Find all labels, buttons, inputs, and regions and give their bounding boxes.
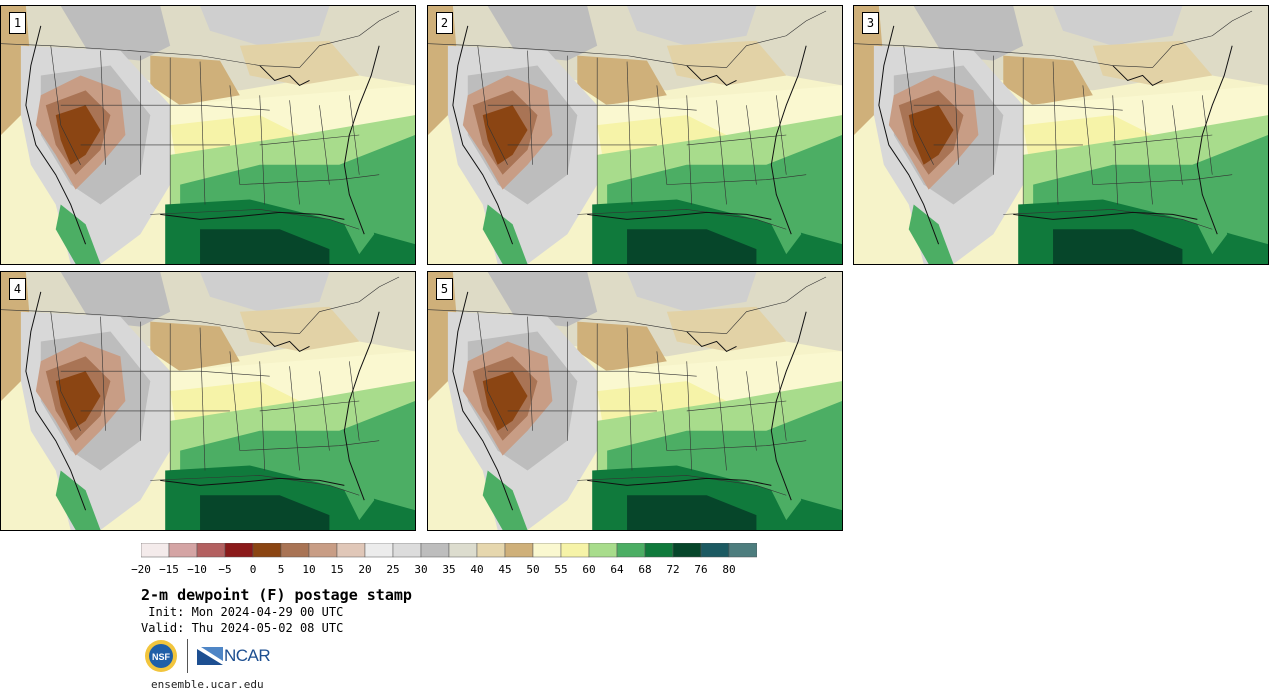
colorbar-swatch [196, 543, 226, 558]
colorbar-tick-label: 80 [722, 563, 736, 576]
colorbar-swatch [476, 543, 506, 558]
stamp-panel-2: 2 [427, 5, 843, 265]
colorbar-tick-label: 76 [694, 563, 708, 576]
colorbar-swatch [644, 543, 674, 558]
colorbar-tick-label: 0 [249, 563, 257, 576]
colorbar-swatch [672, 543, 702, 558]
ncar-logo: NCAR [197, 646, 271, 666]
colorbar-swatch [308, 543, 338, 558]
colorbar-swatch [364, 543, 394, 558]
panel-number-label: 3 [862, 12, 879, 34]
dewpoint-map [1, 6, 415, 264]
colorbar-tick-label: 68 [638, 563, 652, 576]
colorbar-swatch [588, 543, 618, 558]
logo-row: NSF NCAR [144, 638, 271, 674]
colorbar [141, 543, 757, 558]
nsf-logo-icon: NSF [145, 640, 177, 672]
panel-number-label: 5 [436, 278, 453, 300]
stamp-panel-1: 1 [0, 5, 416, 265]
colorbar-tick-label: −10 [187, 563, 207, 576]
colorbar-swatch [420, 543, 450, 558]
colorbar-swatch [168, 543, 198, 558]
colorbar-tick-label: −15 [159, 563, 179, 576]
colorbar-swatch [560, 543, 590, 558]
dewpoint-map [1, 272, 415, 530]
colorbar-tick-label: 72 [666, 563, 680, 576]
dewpoint-map [428, 6, 842, 264]
colorbar-swatch [280, 543, 310, 558]
colorbar-swatch [392, 543, 422, 558]
colorbar-tick-label: −5 [218, 563, 232, 576]
valid-time: Valid: Thu 2024-05-02 08 UTC [141, 621, 344, 635]
website-text: ensemble.ucar.edu [151, 678, 264, 691]
colorbar-tick-labels: −20 −15 −10 −5 0 5 10 15 20 25 30 35 40 45 50 55 60 64 68 7… [131, 563, 781, 579]
colorbar-swatch [224, 543, 254, 558]
colorbar-swatch [252, 543, 282, 558]
colorbar-tick-label: 35 [442, 563, 456, 576]
panel-number-label: 1 [9, 12, 26, 34]
colorbar-tick-label: 45 [498, 563, 512, 576]
colorbar-swatch [532, 543, 562, 558]
stamp-panel-3: 3 [853, 5, 1269, 265]
colorbar-swatch [728, 543, 757, 558]
colorbar-tick-label: 15 [330, 563, 344, 576]
colorbar-tick-label: 40 [470, 563, 484, 576]
colorbar-tick-label: 55 [554, 563, 568, 576]
dewpoint-map [428, 272, 842, 530]
colorbar-tick-label: 5 [277, 563, 285, 576]
colorbar-swatch [700, 543, 730, 558]
colorbar-tick-label: 20 [358, 563, 372, 576]
panel-number-label: 4 [9, 278, 26, 300]
ncar-mark-icon [197, 647, 223, 665]
page-title: 2-m dewpoint (F) postage stamp [141, 586, 412, 604]
logo-divider [187, 639, 188, 673]
stamp-panel-4: 4 [0, 271, 416, 531]
colorbar-swatch [448, 543, 478, 558]
svg-text:NSF: NSF [152, 652, 171, 662]
colorbar-tick-label: 64 [610, 563, 624, 576]
ncar-wordmark: NCAR [224, 646, 271, 665]
colorbar-tick-label: 25 [386, 563, 400, 576]
colorbar-swatch [616, 543, 646, 558]
stamp-panel-5: 5 [427, 271, 843, 531]
colorbar-tick-label: 30 [414, 563, 428, 576]
colorbar-swatch [141, 543, 170, 558]
colorbar-swatch [504, 543, 534, 558]
colorbar-tick-label: 50 [526, 563, 540, 576]
colorbar-tick-label: 10 [302, 563, 316, 576]
init-time: Init: Mon 2024-04-29 00 UTC [141, 605, 344, 619]
colorbar-swatch [336, 543, 366, 558]
dewpoint-map [854, 6, 1268, 264]
panel-number-label: 2 [436, 12, 453, 34]
colorbar-tick-label: 60 [582, 563, 596, 576]
colorbar-tick-label: −20 [131, 563, 151, 576]
